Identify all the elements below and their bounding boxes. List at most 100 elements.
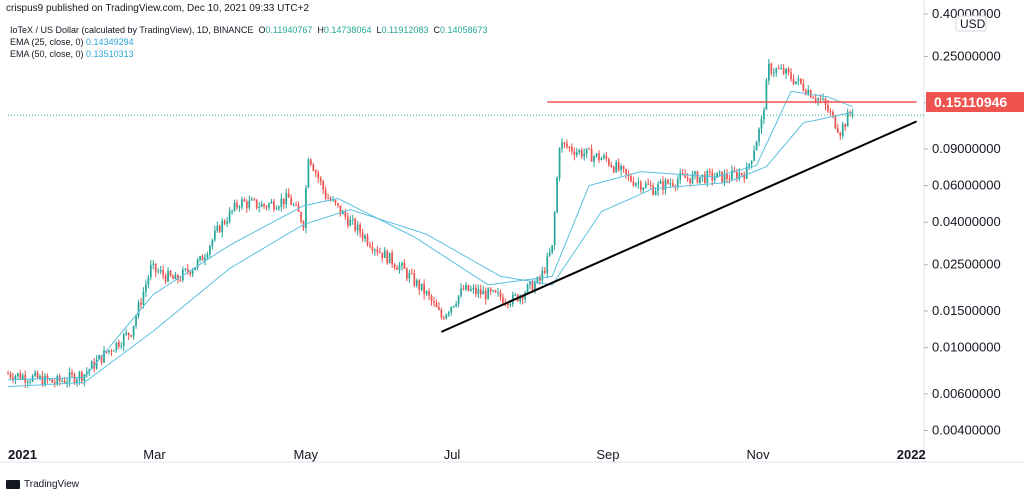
candle-body [479, 289, 482, 295]
candle-body [649, 184, 652, 186]
candle-body [420, 283, 423, 290]
candle-body [494, 290, 497, 293]
candle-body [145, 284, 147, 292]
x-tick-label: 2022 [897, 447, 926, 462]
tradingview-logo-icon [6, 480, 20, 489]
candle-body [568, 146, 571, 148]
candle-body [829, 111, 832, 113]
candle-body [445, 314, 448, 319]
candle-body [548, 252, 551, 256]
candle-body [263, 203, 265, 207]
candle-body [780, 68, 783, 70]
candle-body [177, 274, 179, 280]
candle-body [644, 183, 647, 188]
candle-body [610, 165, 613, 167]
candle-body [46, 375, 49, 380]
y-tick-label: 0.25000000 [932, 49, 1001, 64]
candle-body [245, 201, 248, 208]
candle-body [600, 158, 603, 161]
candle-body [768, 63, 770, 81]
candle-body [713, 177, 716, 181]
candle-body [800, 78, 802, 84]
candle-body [393, 264, 396, 268]
ema25-row: EMA (25, close, 0) 0.14349294 [10, 36, 488, 48]
candle-body [51, 379, 54, 383]
candle-body [765, 80, 768, 110]
candle-body [36, 372, 39, 379]
candle-body [280, 198, 283, 207]
candle-body [16, 373, 19, 376]
candle-body [344, 211, 347, 217]
candle-body [140, 302, 142, 305]
candle-body [361, 233, 364, 239]
candle-body [401, 262, 403, 266]
candle-body [44, 375, 46, 386]
candle-body [637, 182, 640, 184]
candle-body [750, 160, 753, 164]
y-tick-label: 0.01000000 [932, 340, 1001, 355]
candle-body [386, 250, 389, 264]
candle-body [738, 173, 741, 179]
candle-body [622, 166, 625, 170]
candle-body [472, 287, 475, 290]
candle-body [497, 292, 499, 294]
candle-body [575, 152, 578, 156]
candle-body [260, 203, 263, 207]
candle-body [590, 148, 593, 162]
candle-body [135, 316, 137, 326]
candle-body [689, 178, 691, 184]
ohlc-high: H0.14738064 [317, 25, 372, 35]
candle-body [268, 203, 270, 208]
candle-body [807, 90, 810, 95]
candle-body [706, 171, 709, 183]
candle-body [561, 142, 563, 149]
candle-body [435, 302, 438, 308]
candle-body [755, 141, 758, 151]
candle-body [487, 288, 490, 300]
currency-label: USD [960, 17, 986, 31]
candle-body [686, 177, 689, 179]
candle-body [777, 68, 780, 70]
candle-body [536, 277, 539, 283]
candle-body [745, 166, 748, 179]
candle-body [635, 183, 637, 186]
footer-brand: TradingView [24, 479, 80, 490]
candle-body [639, 182, 642, 190]
candle-body [728, 178, 731, 180]
ema25-line [7, 90, 853, 381]
candle-body [573, 151, 576, 156]
candle-body [758, 128, 760, 142]
candle-body [85, 371, 88, 375]
candle-body [159, 270, 162, 272]
candle-body [553, 212, 556, 246]
candle-body [841, 124, 844, 136]
ema50-line [7, 111, 853, 388]
candle-body [376, 249, 379, 253]
candle-body [196, 260, 199, 268]
x-tick-label: May [293, 447, 318, 462]
candle-body [162, 270, 164, 276]
candle-body [7, 373, 9, 375]
candle-body [73, 374, 76, 383]
candle-body [792, 79, 795, 85]
candle-body [726, 173, 728, 179]
candle-body [98, 355, 100, 360]
candle-body [659, 181, 662, 184]
candle-body [103, 350, 105, 363]
candle-body [541, 270, 544, 281]
candle-body [438, 307, 440, 310]
candle-body [595, 153, 598, 157]
candle-body [760, 119, 763, 129]
candle-body [366, 235, 369, 245]
candle-body [442, 317, 445, 319]
candle-body [770, 63, 773, 74]
candle-body [39, 375, 41, 379]
candle-body [607, 159, 610, 166]
candle-body [169, 270, 172, 276]
candle-body [374, 249, 376, 251]
candle-body [735, 171, 738, 179]
candle-body [585, 148, 588, 154]
candle-body [740, 173, 743, 175]
candle-body [652, 185, 655, 195]
